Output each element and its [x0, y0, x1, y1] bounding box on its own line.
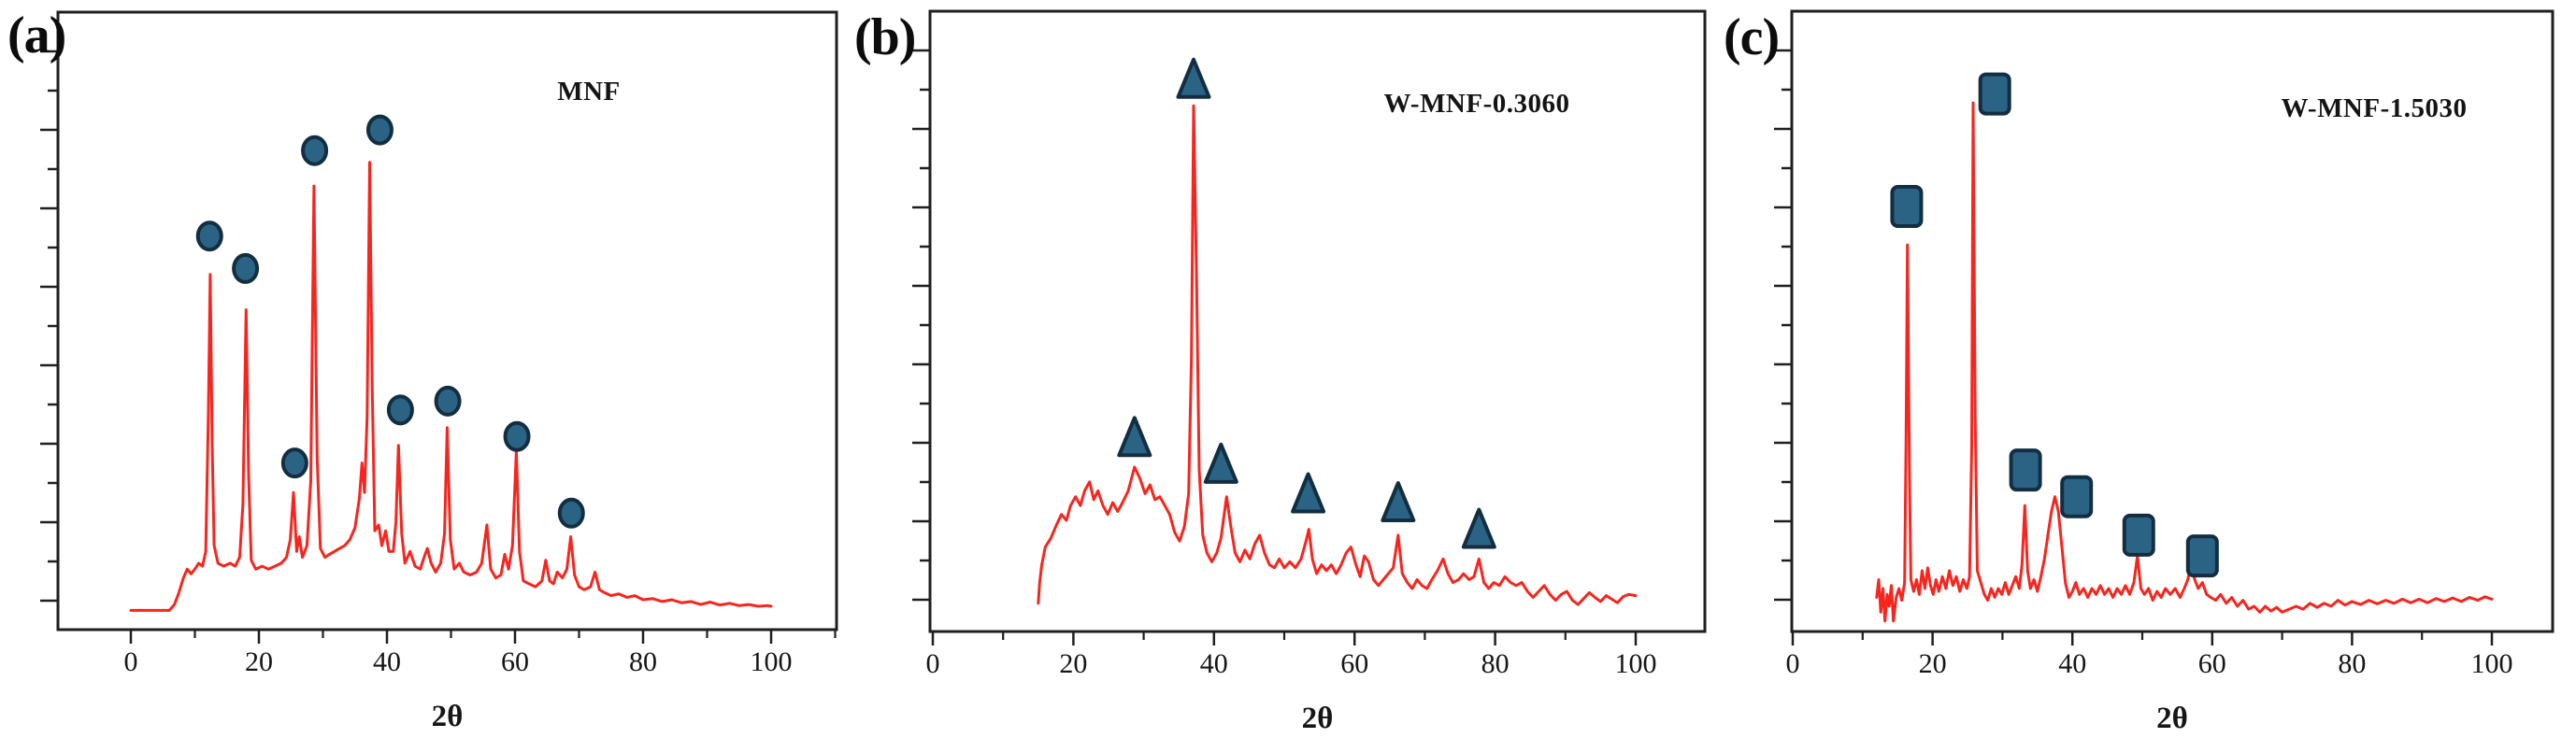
panel-b-plot: 0 20 40 60 80 100 2θ — [912, 9, 1707, 735]
peak-marker-triangle — [1203, 442, 1238, 484]
xrd-trace — [1037, 104, 1638, 606]
y-axis-ticks — [1774, 49, 1792, 602]
xrd-trace — [1875, 101, 2494, 623]
peak-marker-square — [1978, 72, 2011, 116]
x-tick-label: 60 — [501, 646, 529, 677]
panel-b-sample-label: W-MNF-0.3060 — [1383, 89, 1570, 119]
panel-a-sample-label: MNF — [557, 77, 621, 106]
x-axis-title: 2θ — [432, 700, 464, 733]
x-tick-label: 20 — [245, 646, 273, 677]
y-axis-ticks — [912, 49, 930, 602]
x-axis-ticks: 0 20 40 60 80 100 — [124, 630, 837, 677]
panel-c: (c) W-MNF-1.5030 0 20 40 60 80 100 2θ — [1720, 0, 2576, 738]
peak-marker-square — [2122, 513, 2155, 557]
peak-marker-circle — [386, 394, 414, 426]
x-tick-label: 80 — [2338, 648, 2366, 679]
panel-c-plot: 0 20 40 60 80 100 2θ — [1774, 9, 2555, 735]
peak-marker-circle — [301, 135, 329, 166]
peak-marker-triangle — [1176, 57, 1211, 99]
panel-a-plot: 0 20 40 60 80 100 2θ — [40, 10, 838, 733]
peak-marker-circle — [195, 220, 223, 252]
x-tick-label: 0 — [124, 646, 138, 677]
x-tick-label: 40 — [1200, 648, 1228, 679]
peak-markers — [195, 114, 585, 529]
peak-marker-circle — [434, 385, 462, 417]
peak-marker-triangle — [1291, 472, 1326, 514]
x-tick-label: 60 — [2198, 648, 2226, 679]
x-tick-label: 80 — [629, 646, 657, 677]
x-axis-title: 2θ — [1302, 702, 1334, 735]
panel-a: (a) MNF 0 20 40 60 80 100 2θ — [0, 0, 860, 738]
peak-markers — [1890, 72, 2219, 578]
plot-frame — [56, 10, 838, 632]
x-axis-title: 2θ — [2156, 702, 2188, 735]
x-tick-label: 60 — [1340, 648, 1368, 679]
x-tick-label: 100 — [751, 646, 793, 677]
peak-marker-circle — [557, 497, 585, 529]
panel-a-corner-label: (a) — [7, 7, 66, 64]
peak-marker-triangle — [1381, 481, 1416, 523]
peak-marker-square — [1890, 185, 1924, 229]
peak-marker-circle — [232, 252, 260, 284]
peak-marker-square — [2009, 448, 2042, 492]
y-axis-ticks — [40, 50, 58, 603]
panel-c-sample-label: W-MNF-1.5030 — [2281, 93, 2468, 123]
peak-marker-square — [2060, 475, 2094, 518]
x-tick-label: 0 — [1786, 648, 1800, 679]
peak-marker-circle — [280, 447, 308, 479]
x-tick-label: 40 — [373, 646, 401, 677]
plot-frame — [928, 9, 1707, 633]
x-tick-label: 100 — [1615, 648, 1657, 679]
peak-marker-triangle — [1461, 507, 1496, 549]
x-tick-label: 80 — [1481, 648, 1510, 679]
plot-frame — [1790, 9, 2555, 633]
peak-marker-circle — [365, 114, 394, 146]
x-tick-label: 20 — [1059, 648, 1087, 679]
x-axis-ticks: 0 20 40 60 80 100 — [926, 632, 1657, 679]
peak-marker-square — [2185, 534, 2219, 578]
x-tick-label: 40 — [2058, 648, 2086, 679]
x-tick-label: 0 — [926, 648, 940, 679]
panel-b: (b) W-MNF-0.3060 0 20 40 60 80 100 2θ — [854, 0, 1720, 738]
peak-marker-circle — [503, 420, 531, 452]
x-axis-ticks: 0 20 40 60 80 100 — [1786, 632, 2513, 679]
panel-c-corner-label: (c) — [1724, 8, 1780, 66]
peak-markers — [1117, 57, 1496, 549]
peak-marker-triangle — [1117, 416, 1152, 458]
x-tick-label: 100 — [2471, 648, 2513, 679]
panel-b-corner-label: (b) — [854, 8, 916, 66]
x-tick-label: 20 — [1919, 648, 1947, 679]
xrd-trace — [129, 161, 773, 612]
